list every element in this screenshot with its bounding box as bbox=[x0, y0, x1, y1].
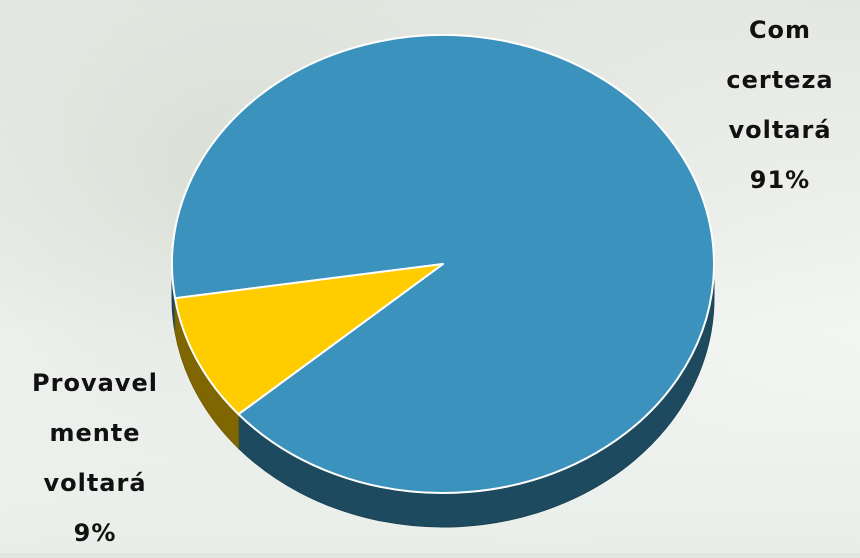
slice-label: Provavel mente voltará 9% bbox=[15, 358, 175, 558]
category-label: Com certeza voltará bbox=[726, 16, 834, 144]
pie-tops bbox=[171, 34, 715, 494]
value-label: 91% bbox=[749, 166, 811, 194]
value-label: 9% bbox=[73, 519, 117, 547]
slice bbox=[174, 263, 444, 416]
category-label: Provavel mente voltará bbox=[32, 369, 158, 497]
slice-label: Com certeza voltará 91% bbox=[705, 5, 855, 205]
pie bbox=[171, 34, 715, 528]
